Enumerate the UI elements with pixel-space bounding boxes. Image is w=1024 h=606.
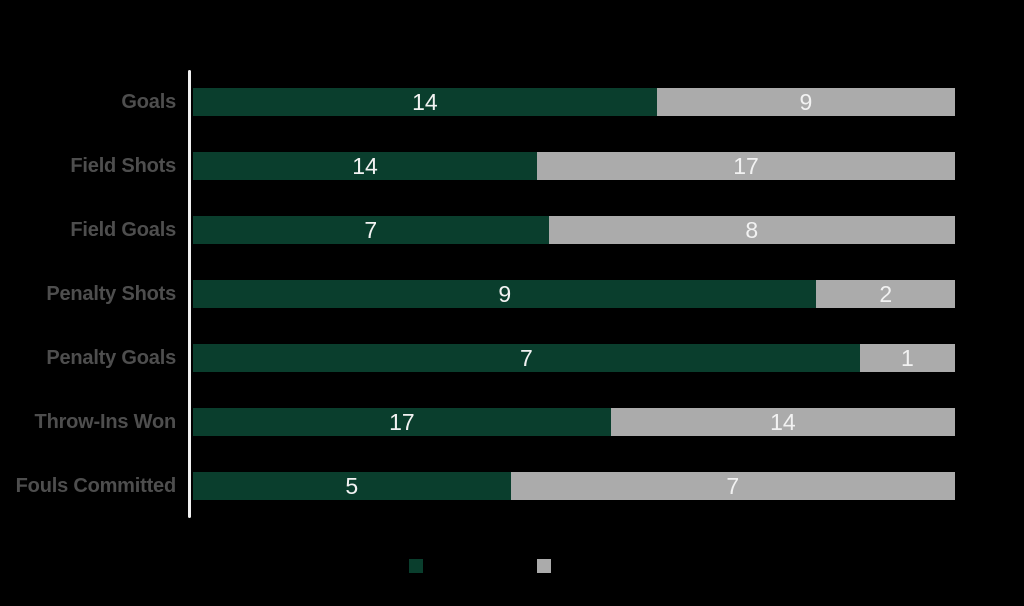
bar-value-label: 17 xyxy=(389,409,415,435)
bar-value-label: 7 xyxy=(519,345,533,371)
bar-row-field-goals: Field Goals 7 8 xyxy=(0,216,955,244)
bar-value-label: 2 xyxy=(879,281,893,307)
stacked-bar: 14 9 xyxy=(193,88,955,116)
bar-segment-gray[interactable]: 2 xyxy=(816,280,955,308)
stacked-bar: 7 1 xyxy=(193,344,955,372)
category-label: Throw-Ins Won xyxy=(34,411,177,433)
bar-segment-green[interactable]: 9 xyxy=(193,280,817,308)
bar-segment-green[interactable]: 7 xyxy=(193,344,860,372)
bar-value-label: 9 xyxy=(799,89,813,115)
bar-value-label: 14 xyxy=(770,409,796,435)
bar-segment-gray[interactable]: 1 xyxy=(859,344,955,372)
stacked-bar: 14 17 xyxy=(193,152,955,180)
stacked-bar: 7 8 xyxy=(193,216,955,244)
bar-rows: Goals 14 9 Field Shots 14 17 xyxy=(0,88,955,500)
bar-segment-green[interactable]: 14 xyxy=(193,88,657,116)
bar-value-label: 7 xyxy=(726,473,740,499)
bar-value-label: 9 xyxy=(498,281,512,307)
bar-value-label: 8 xyxy=(745,217,759,243)
bar-row-penalty-shots: Penalty Shots 9 2 xyxy=(0,280,955,308)
bar-segment-gray[interactable]: 7 xyxy=(510,472,955,500)
bar-value-label: 5 xyxy=(345,473,359,499)
bar-value-label: 17 xyxy=(733,153,759,179)
category-label: Penalty Shots xyxy=(46,283,176,305)
category-label: Goals xyxy=(121,91,176,113)
category-label: Field Goals xyxy=(70,219,176,241)
bar-row-field-shots: Field Shots 14 17 xyxy=(0,152,955,180)
bar-value-label: 14 xyxy=(412,89,438,115)
bar-segment-gray[interactable]: 17 xyxy=(537,152,955,180)
bar-segment-green[interactable]: 17 xyxy=(193,408,611,436)
bar-row-penalty-goals: Penalty Goals 7 1 xyxy=(0,344,955,372)
bar-segment-green[interactable]: 7 xyxy=(193,216,549,244)
bar-value-label: 1 xyxy=(900,345,914,371)
stacked-bar: 9 2 xyxy=(193,280,955,308)
legend-swatch-gray[interactable] xyxy=(537,559,551,573)
category-label: Fouls Committed xyxy=(15,475,177,497)
bar-segment-gray[interactable]: 14 xyxy=(610,408,955,436)
y-axis-line xyxy=(188,70,191,518)
stacked-bar: 5 7 xyxy=(193,472,955,500)
bar-segment-gray[interactable]: 9 xyxy=(656,88,955,116)
legend-swatch-green[interactable] xyxy=(409,559,423,573)
bar-segment-gray[interactable]: 8 xyxy=(548,216,955,244)
bar-value-label: 14 xyxy=(352,153,378,179)
stacked-bar: 17 14 xyxy=(193,408,955,436)
bar-row-fouls-committed: Fouls Committed 5 7 xyxy=(0,472,955,500)
bar-row-throw-ins-won: Throw-Ins Won 17 14 xyxy=(0,408,955,436)
bar-segment-green[interactable]: 14 xyxy=(193,152,538,180)
bar-value-label: 7 xyxy=(364,217,378,243)
bar-segment-green[interactable]: 5 xyxy=(193,472,511,500)
bar-row-goals: Goals 14 9 xyxy=(0,88,955,116)
category-label: Penalty Goals xyxy=(46,347,176,369)
category-label: Field Shots xyxy=(70,155,176,177)
